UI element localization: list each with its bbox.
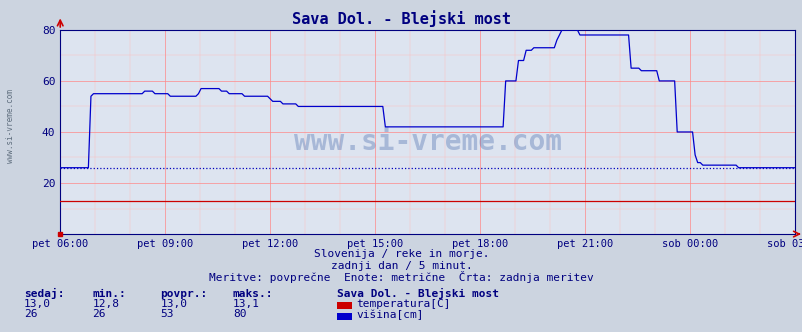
- Text: Sava Dol. - Blejski most: Sava Dol. - Blejski most: [292, 10, 510, 27]
- Text: povpr.:: povpr.:: [160, 289, 208, 299]
- Text: 13,0: 13,0: [160, 299, 188, 309]
- Text: 26: 26: [24, 309, 38, 319]
- Text: www.si-vreme.com: www.si-vreme.com: [294, 128, 561, 156]
- Text: Slovenija / reke in morje.: Slovenija / reke in morje.: [314, 249, 488, 259]
- Text: 53: 53: [160, 309, 174, 319]
- Text: 26: 26: [92, 309, 106, 319]
- Text: maks.:: maks.:: [233, 289, 273, 299]
- Text: sedaj:: sedaj:: [24, 288, 64, 299]
- Text: Meritve: povprečne  Enote: metrične  Črta: zadnja meritev: Meritve: povprečne Enote: metrične Črta:…: [209, 271, 593, 283]
- Text: temperatura[C]: temperatura[C]: [356, 299, 451, 309]
- Text: zadnji dan / 5 minut.: zadnji dan / 5 minut.: [330, 261, 472, 271]
- Text: www.si-vreme.com: www.si-vreme.com: [6, 89, 15, 163]
- Text: min.:: min.:: [92, 289, 126, 299]
- Text: 13,1: 13,1: [233, 299, 260, 309]
- Text: 13,0: 13,0: [24, 299, 51, 309]
- Text: 80: 80: [233, 309, 246, 319]
- Text: 12,8: 12,8: [92, 299, 119, 309]
- Text: Sava Dol. - Blejski most: Sava Dol. - Blejski most: [337, 288, 499, 299]
- Text: višina[cm]: višina[cm]: [356, 310, 423, 320]
